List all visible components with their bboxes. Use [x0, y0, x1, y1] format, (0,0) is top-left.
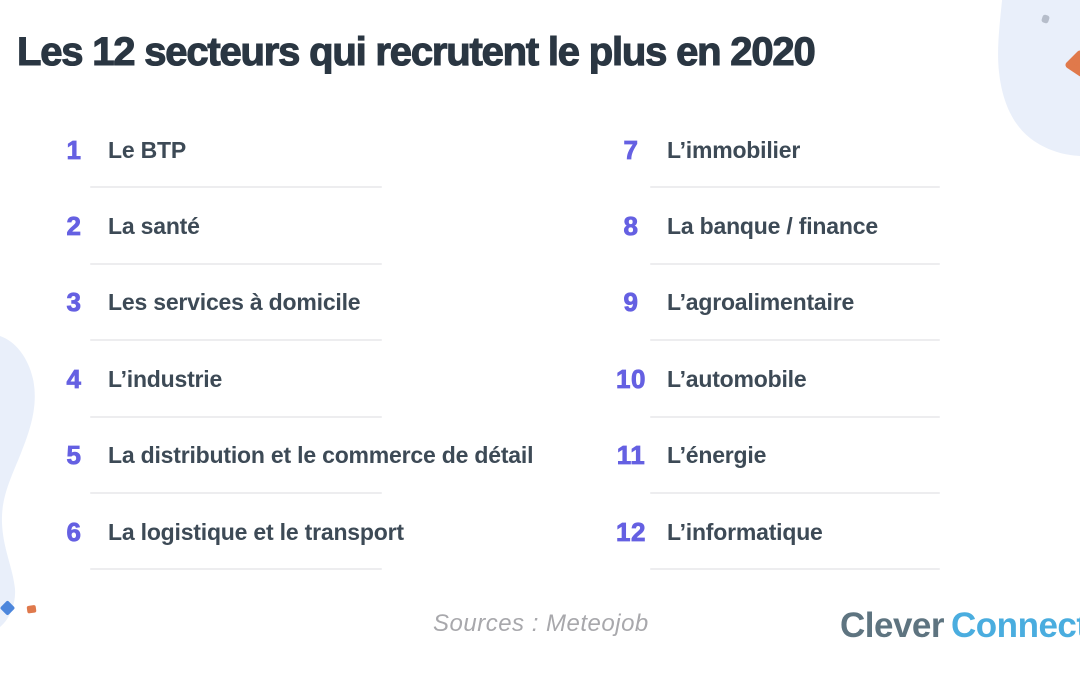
item-label: La logistique et le transport: [108, 518, 404, 545]
item-label: Le BTP: [108, 136, 187, 163]
page-title: Les 12 secteurs qui recrutent le plus en…: [16, 29, 816, 74]
list-item: 7 L’immobilier: [600, 112, 1040, 189]
sources-text: Sources : Meteojob: [433, 610, 649, 637]
cleverconnect-logo: Clever Connect: [840, 606, 1080, 646]
list-item: 1 Le BTP: [40, 112, 560, 189]
list-item: 2 La santé: [40, 188, 560, 265]
list-item: 10 L’automobile: [600, 341, 1040, 418]
item-label: L’énergie: [667, 442, 767, 469]
sector-list-left: 1 Le BTP 2 La santé 3 Les services à dom…: [40, 112, 560, 571]
item-label: La banque / finance: [667, 213, 878, 240]
list-item: 11 L’énergie: [600, 418, 1040, 494]
item-label: Les services à domicile: [108, 289, 361, 316]
item-label: La distribution et le commerce de détail: [108, 442, 534, 469]
item-label: L’immobilier: [667, 136, 801, 163]
list-item: 8 La banque / finance: [600, 188, 1040, 265]
item-rank-number: 12: [616, 516, 646, 547]
item-divider: [90, 568, 382, 571]
item-rank-number: 11: [616, 440, 646, 471]
item-divider: [650, 186, 940, 189]
list-item: 9 L’agroalimentaire: [600, 265, 1040, 342]
item-rank-number: 1: [66, 134, 82, 165]
item-divider: [650, 262, 940, 265]
item-rank-number: 7: [623, 134, 639, 165]
list-item: 3 Les services à domicile: [40, 265, 560, 342]
item-label: L’automobile: [667, 365, 807, 392]
item-divider: [650, 491, 940, 494]
item-label: L’informatique: [667, 518, 823, 545]
item-rank-number: 9: [623, 287, 639, 318]
item-label: L’industrie: [108, 365, 223, 392]
item-rank-number: 8: [623, 211, 639, 242]
item-divider: [90, 339, 382, 342]
logo-text-clever: Clever: [840, 606, 945, 645]
sector-list-right: 7 L’immobilier 8 La banque / finance 9 L…: [600, 112, 1040, 571]
list-item: 12 L’informatique: [600, 494, 1040, 571]
square-dot-icon: [26, 605, 37, 614]
item-divider: [90, 262, 382, 265]
item-divider: [90, 186, 382, 189]
list-item: 4 L’industrie: [40, 341, 560, 418]
item-rank-number: 3: [66, 287, 82, 318]
item-divider: [90, 415, 382, 418]
item-label: L’agroalimentaire: [667, 289, 855, 316]
item-divider: [650, 339, 940, 342]
list-item: 6 La logistique et le transport: [40, 494, 560, 571]
item-divider: [650, 415, 940, 418]
diamond-dot-icon: [0, 601, 15, 615]
logo-text-connect: Connect: [951, 606, 1080, 645]
item-label: La santé: [108, 213, 200, 240]
item-rank-number: 4: [66, 363, 82, 394]
item-rank-number: 5: [66, 440, 82, 471]
item-rank-number: 6: [66, 516, 82, 547]
triangle-dot-icon: [1065, 50, 1080, 77]
item-divider: [90, 491, 382, 494]
item-divider: [650, 568, 940, 571]
item-rank-number: 10: [616, 363, 646, 394]
list-item: 5 La distribution et le commerce de déta…: [40, 418, 560, 494]
left-edge-blob-shape: [0, 336, 35, 627]
item-rank-number: 2: [66, 211, 82, 242]
mini-dot-icon: [1041, 14, 1050, 24]
